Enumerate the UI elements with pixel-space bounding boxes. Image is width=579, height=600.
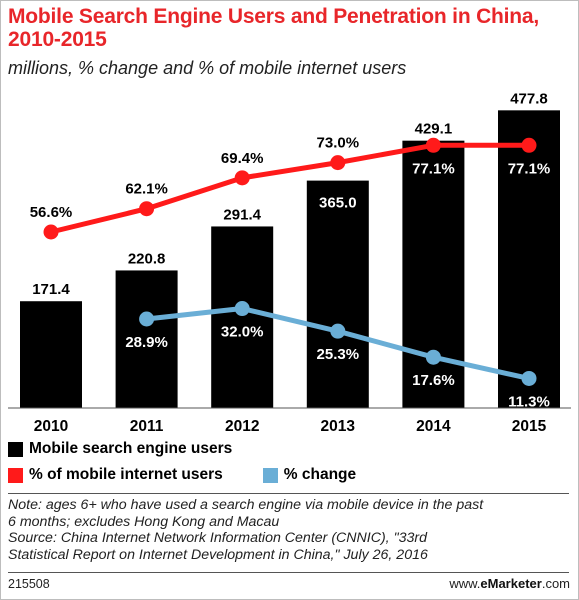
point-change-2011 (139, 311, 155, 327)
penetration-label: 56.6% (30, 204, 73, 221)
legend-change-swatch (262, 467, 278, 483)
legend-lines: % of mobile internet users % change (8, 466, 356, 484)
penetration-label: 77.1% (412, 160, 455, 177)
change-label: 17.6% (412, 372, 455, 389)
bar-users-2010 (20, 301, 82, 408)
bar-value-label: 477.8 (510, 90, 548, 107)
bar-users-2013 (306, 180, 369, 408)
bar-users-2015 (498, 110, 560, 408)
point-change-2014 (425, 349, 441, 365)
x-tick-label: 2011 (130, 418, 164, 435)
x-tick-label: 2015 (512, 418, 547, 435)
bar-users-2012 (211, 226, 274, 408)
point-change-2013 (330, 323, 346, 339)
point-penetration-2015 (521, 137, 537, 153)
legend-penetration-label: % of mobile internet users (29, 466, 223, 483)
chart-plot: 2010 2011 2012 2013 2014 2015 171.4 220.8 291.4 3… (8, 90, 571, 435)
bar-value-label: 365.0 (319, 195, 357, 212)
chart-id: 215508 (8, 577, 50, 591)
bar-value-label: 429.1 (415, 121, 453, 138)
bar-value-label: 171.4 (32, 281, 70, 298)
note-divider (8, 493, 569, 494)
point-penetration-2013 (330, 155, 346, 171)
note-line: Statistical Report on Internet Developme… (8, 546, 428, 563)
change-label: 32.0% (221, 324, 264, 341)
change-label: 25.3% (317, 346, 360, 363)
footer-divider (8, 572, 569, 573)
penetration-label: 77.1% (508, 160, 551, 177)
x-tick-label: 2013 (321, 418, 356, 435)
note-line: 6 months; excludes Hong Kong and Macau (8, 513, 280, 530)
change-label: 28.9% (125, 334, 168, 351)
legend-change-label: % change (283, 466, 357, 483)
bar-value-label: 291.4 (223, 206, 261, 223)
chart-title: Mobile Search Engine Users and Penetrati… (8, 5, 540, 51)
legend-users: Mobile search engine users (8, 440, 232, 458)
penetration-label: 73.0% (317, 135, 360, 152)
legend-penetration-swatch (8, 467, 23, 483)
site-credit: www.eMarketer.com (449, 576, 570, 591)
point-penetration-2010 (43, 224, 59, 240)
change-label: 11.3% (508, 393, 550, 410)
x-tick-label: 2014 (416, 418, 451, 435)
point-change-2012 (234, 301, 250, 317)
chart-subtitle: millions, % change and % of mobile inter… (8, 58, 407, 78)
bar-users-2011 (115, 270, 178, 408)
x-tick-label: 2010 (34, 418, 68, 435)
legend-users-swatch (8, 441, 23, 457)
source-note: Note: ages 6+ who have used a search eng… (8, 497, 573, 563)
point-penetration-2011 (139, 201, 155, 217)
penetration-label: 69.4% (221, 150, 264, 167)
bar-value-label: 220.8 (128, 250, 166, 267)
line-penetration (50, 142, 529, 235)
note-line: Source: China Internet Network Informati… (8, 530, 428, 546)
bar-users-2014 (402, 140, 465, 408)
x-tick-label: 2012 (225, 418, 259, 435)
penetration-label: 62.1% (125, 181, 168, 198)
point-penetration-2014 (425, 137, 441, 153)
point-penetration-2012 (234, 170, 250, 186)
note-line: Note: ages 6+ who have used a search eng… (8, 497, 484, 513)
point-change-2015 (521, 370, 537, 386)
legend-users-label: Mobile search engine users (29, 440, 233, 457)
